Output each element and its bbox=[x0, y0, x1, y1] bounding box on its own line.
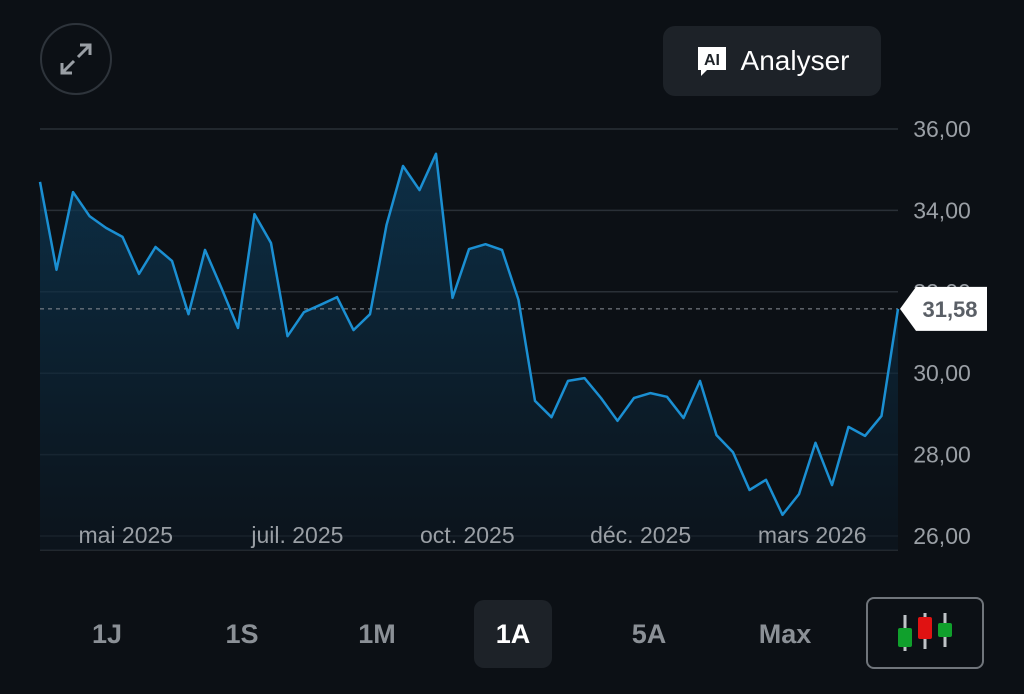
current-price-marker: 31,58 bbox=[900, 286, 987, 331]
tab-1a[interactable]: 1A bbox=[474, 600, 552, 668]
tab-label: 1A bbox=[495, 618, 531, 649]
tab-label: 5A bbox=[631, 618, 667, 649]
chart-type-button[interactable] bbox=[866, 597, 984, 669]
y-tick-label: 36,00 bbox=[913, 116, 971, 142]
tab-5a[interactable]: 5A bbox=[610, 600, 688, 668]
tab-1s[interactable]: 1S bbox=[203, 600, 281, 668]
price-area bbox=[40, 153, 898, 551]
range-tabs: 1J 1S 1M 1A 5A Max bbox=[40, 600, 811, 668]
tab-label: Max bbox=[758, 618, 812, 649]
y-tick-label: 28,00 bbox=[913, 442, 971, 468]
tab-label: 1M bbox=[358, 618, 396, 649]
tab-1j[interactable]: 1J bbox=[68, 600, 146, 668]
expand-arrows-icon bbox=[60, 43, 92, 75]
candlestick-icon bbox=[898, 613, 952, 651]
price-line bbox=[38, 152, 900, 517]
price-chart[interactable]: mai 2025 juil. 2025 oct. 2025 déc. 2025 mars… bbox=[0, 110, 1024, 570]
x-tick-label: déc. 2025 bbox=[590, 522, 691, 548]
y-tick-label: 26,00 bbox=[913, 523, 971, 549]
tab-max[interactable]: Max bbox=[746, 600, 824, 668]
y-tick-label: 34,00 bbox=[913, 197, 971, 223]
x-tick-label: oct. 2025 bbox=[420, 522, 515, 548]
svg-text:AI: AI bbox=[704, 52, 720, 69]
x-tick-label: mars 2026 bbox=[758, 522, 867, 548]
expand-button[interactable] bbox=[40, 23, 112, 95]
tab-1m[interactable]: 1M bbox=[338, 600, 416, 668]
current-price-label: 31,58 bbox=[922, 297, 977, 322]
ai-chat-icon: AI bbox=[697, 47, 726, 76]
x-tick-label: mai 2025 bbox=[78, 522, 173, 548]
x-tick-label: juil. 2025 bbox=[250, 522, 343, 548]
analyse-label: Analyser bbox=[740, 45, 850, 76]
analyse-button[interactable]: AI Analyser bbox=[663, 26, 881, 96]
tab-label: 1J bbox=[91, 618, 123, 649]
y-tick-label: 30,00 bbox=[913, 360, 971, 386]
tab-label: 1S bbox=[225, 618, 259, 649]
